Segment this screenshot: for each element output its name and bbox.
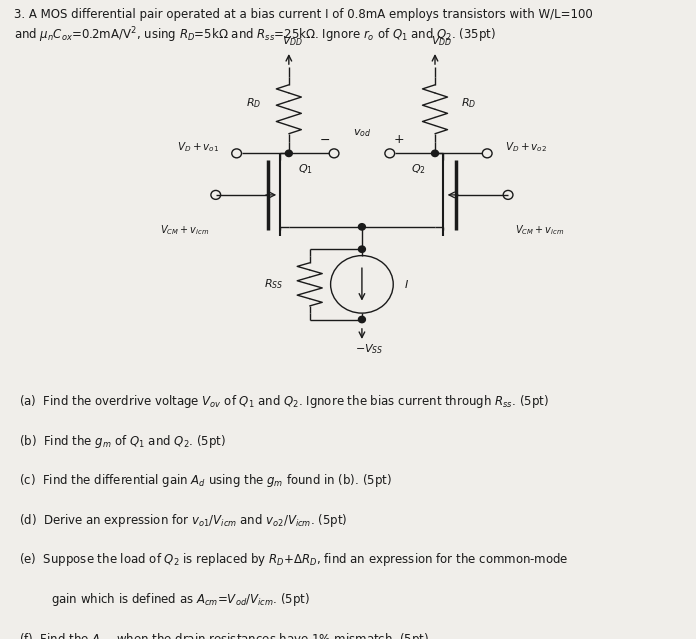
Text: $- V_{SS}$: $- V_{SS}$ xyxy=(354,342,383,356)
Text: (a)  Find the overdrive voltage $V_{ov}$ of $Q_1$ and $Q_2$. Ignore the bias cur: (a) Find the overdrive voltage $V_{ov}$ … xyxy=(19,393,549,410)
Text: (e)  Suppose the load of $Q_2$ is replaced by $R_D$+$\Delta R_D$, find an expres: (e) Suppose the load of $Q_2$ is replace… xyxy=(19,551,569,569)
Text: 3. A MOS differential pair operated at a bias current I of 0.8mA employs transis: 3. A MOS differential pair operated at a… xyxy=(14,8,593,21)
Text: $V_{CM} + v_{icm}$: $V_{CM} + v_{icm}$ xyxy=(515,224,564,238)
Text: $R_D$: $R_D$ xyxy=(461,96,477,110)
Text: (b)  Find the $g_m$ of $Q_1$ and $Q_2$. (5pt): (b) Find the $g_m$ of $Q_1$ and $Q_2$. (… xyxy=(19,433,226,450)
Text: and $\mu_n C_{ox}$=0.2mA/V$^2$, using $R_D$=5k$\Omega$ and $R_{ss}$=25k$\Omega$.: and $\mu_n C_{ox}$=0.2mA/V$^2$, using $R… xyxy=(14,25,496,45)
Text: $V_D + v_{o2}$: $V_D + v_{o2}$ xyxy=(505,140,547,154)
Circle shape xyxy=(358,224,365,230)
Circle shape xyxy=(285,150,292,157)
Circle shape xyxy=(358,246,365,252)
Text: $R_{SS}$: $R_{SS}$ xyxy=(264,277,283,291)
Text: (c)  Find the differential gain $A_d$ using the $g_m$ found in (b). (5pt): (c) Find the differential gain $A_d$ usi… xyxy=(19,472,393,489)
Text: (f)  Find the $A_{cm}$ when the drain resistances have 1% mismatch. (5pt): (f) Find the $A_{cm}$ when the drain res… xyxy=(19,631,429,639)
Text: $R_D$: $R_D$ xyxy=(246,96,261,110)
Text: $V_D + v_{o1}$: $V_D + v_{o1}$ xyxy=(177,140,219,154)
Text: $V_{CM} + v_{icm}$: $V_{CM} + v_{icm}$ xyxy=(159,224,209,238)
Text: $v_{od}$: $v_{od}$ xyxy=(353,128,371,139)
Text: $V_{DD}$: $V_{DD}$ xyxy=(432,34,452,48)
Circle shape xyxy=(432,150,438,157)
Text: $Q_1$: $Q_1$ xyxy=(298,162,313,176)
Circle shape xyxy=(358,316,365,323)
Text: $Q_2$: $Q_2$ xyxy=(411,162,426,176)
Text: $+$: $+$ xyxy=(393,133,404,146)
Text: $V_{DD}$: $V_{DD}$ xyxy=(282,34,303,48)
Text: gain which is defined as $A_{cm}$=$V_{od}/V_{icm}$. (5pt): gain which is defined as $A_{cm}$=$V_{od… xyxy=(51,591,310,608)
Text: $-$: $-$ xyxy=(319,133,331,146)
Text: $I$: $I$ xyxy=(404,279,409,290)
Text: (d)  Derive an expression for $v_{o1}/V_{icm}$ and $v_{o2}/V_{icm}$. (5pt): (d) Derive an expression for $v_{o1}/V_{… xyxy=(19,512,348,529)
